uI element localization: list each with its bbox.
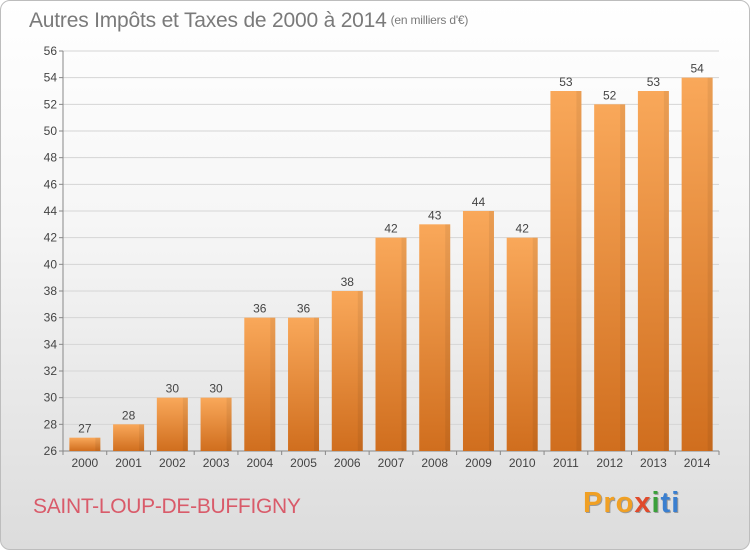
value-label: 42: [516, 222, 530, 236]
commune-name: SAINT-LOUP-DE-BUFFIGNY: [33, 495, 301, 518]
labels: 27 2000 28 2001 30 2002 30 2003 36 2004 36 2005 38 20…: [72, 62, 711, 470]
x-tick-label: 2007: [378, 456, 405, 470]
y-tick-label: 44: [44, 204, 58, 218]
y-tick-label: 26: [44, 444, 58, 458]
logo-part-3: i: [651, 487, 661, 519]
value-label: 53: [647, 75, 661, 89]
x-tick-label: 2004: [246, 456, 273, 470]
y-tick-label: 56: [44, 44, 58, 58]
bar-shade: [182, 397, 188, 451]
chart-unit: (en milliers d'€): [390, 13, 469, 27]
bar: [244, 317, 276, 451]
x-tick-label: 2005: [290, 456, 317, 470]
x-tick-label: 2002: [159, 456, 186, 470]
x-tick-label: 2014: [684, 456, 711, 470]
x-tick-label: 2013: [640, 456, 667, 470]
value-label: 30: [166, 382, 180, 396]
bar-shade: [95, 437, 101, 451]
value-label: 53: [559, 75, 573, 89]
bar: [331, 291, 363, 451]
value-label: 36: [297, 302, 311, 316]
y-tick-label: 34: [44, 337, 58, 351]
y-tick-label: 40: [44, 257, 58, 271]
bars: [69, 77, 713, 452]
x-tick-label: 2001: [115, 456, 142, 470]
bar-shade: [532, 237, 538, 451]
x-tick-label: 2010: [509, 456, 536, 470]
y-tick-label: 50: [44, 124, 58, 138]
bar: [288, 317, 320, 451]
x-tick-label: 2009: [465, 456, 492, 470]
bar-shade: [226, 397, 232, 451]
logo-part-2: x: [634, 487, 652, 519]
bar-shade: [139, 424, 145, 451]
y-tick-label: 30: [44, 391, 58, 405]
bar: [375, 237, 407, 451]
bar-shade: [445, 224, 451, 451]
bar-shade: [401, 237, 407, 451]
bar: [462, 211, 494, 451]
value-label: 28: [122, 408, 136, 422]
y-tick-label: 54: [44, 71, 58, 85]
value-label: 36: [253, 302, 267, 316]
y-tick-label: 46: [44, 177, 58, 191]
bar: [419, 224, 451, 451]
bar: [69, 437, 101, 451]
y-tick-label: 32: [44, 364, 58, 378]
bar-shade: [314, 317, 320, 451]
x-tick-label: 2011: [553, 456, 579, 470]
bar: [506, 237, 538, 451]
bar: [200, 397, 232, 451]
x-tick-label: 2003: [203, 456, 230, 470]
y-tick-label: 52: [44, 97, 58, 111]
x-tick-label: 2008: [421, 456, 448, 470]
value-label: 42: [384, 222, 398, 236]
x-tick-label: 2012: [596, 456, 623, 470]
value-label: 30: [209, 382, 223, 396]
bar-shade: [488, 211, 494, 451]
proxiti-logo: Proxiti: [583, 487, 680, 520]
x-tick-label: 2006: [334, 456, 361, 470]
y-tick-label: 42: [44, 231, 58, 245]
bar-shade: [707, 77, 713, 452]
y-tick-label: 28: [44, 417, 58, 431]
bar-shade: [620, 104, 626, 451]
bar: [156, 397, 188, 451]
bar-shade: [357, 291, 363, 451]
x-tick-label: 2000: [72, 456, 99, 470]
y-tick-label: 36: [44, 311, 58, 325]
value-label: 43: [428, 208, 442, 222]
value-label: 44: [472, 195, 486, 209]
bar-shade: [663, 91, 669, 451]
y-tick-label: 48: [44, 151, 58, 165]
bar: [637, 91, 669, 451]
chart-title-text: Autres Impôts et Taxes de 2000 à 2014: [29, 9, 387, 32]
bar: [681, 77, 713, 452]
value-label: 38: [341, 275, 355, 289]
bar-shade: [576, 91, 582, 451]
bar: [113, 424, 145, 451]
y-tick-label: 38: [44, 284, 58, 298]
value-label: 27: [78, 422, 92, 436]
logo-part-4: ti: [660, 487, 681, 519]
bar-shade: [270, 317, 276, 451]
bar: [550, 91, 582, 451]
value-label: 54: [690, 62, 704, 76]
chart-title: Autres Impôts et Taxes de 2000 à 2014 (en…: [29, 9, 468, 33]
value-label: 52: [603, 88, 617, 102]
logo-part-1: Pro: [583, 487, 635, 519]
bar: [594, 104, 626, 451]
